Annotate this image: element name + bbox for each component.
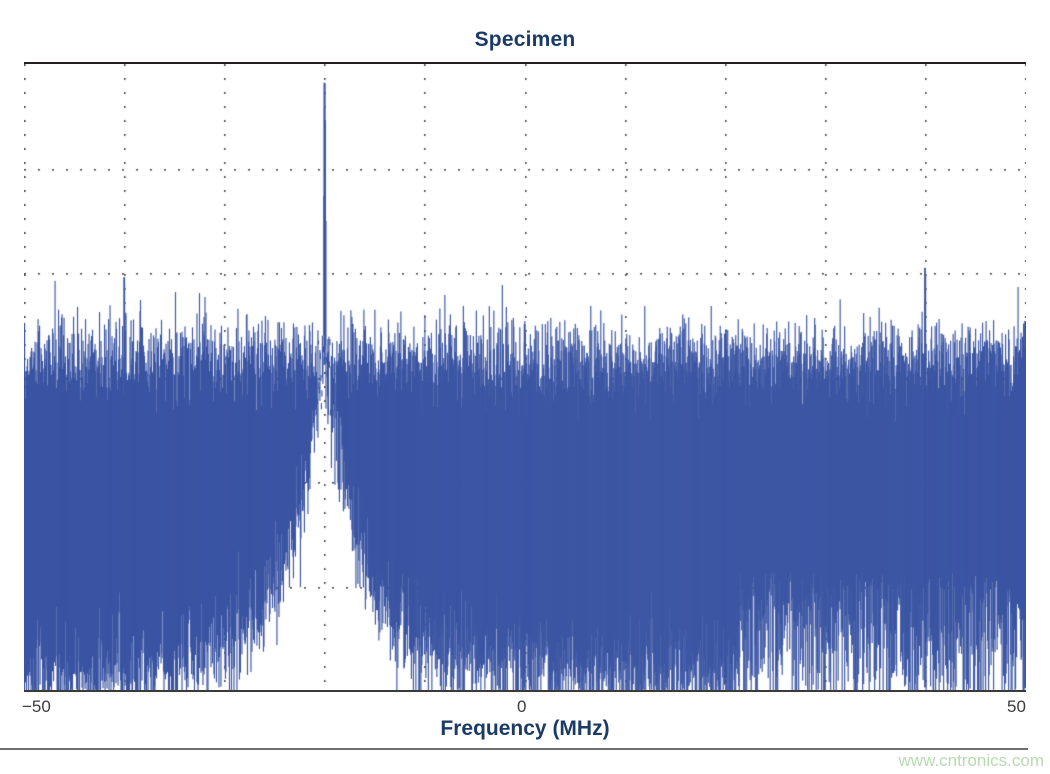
site-watermark: www.cntronics.com [898,751,1044,770]
x-tick-label-50: 50 [1007,697,1026,716]
chart-title: Specimen [474,28,576,51]
x-axis-title: Frequency (MHz) [440,717,610,740]
footer-divider [0,748,1028,750]
axis-top-spine [24,62,1026,65]
plot-area [24,64,1026,691]
x-tick-label-0: 0 [517,697,527,716]
spectrum-trace-canvas [24,64,1026,691]
axis-bottom-spine [24,690,1026,692]
x-tick-label-minus50: −50 [22,697,51,716]
